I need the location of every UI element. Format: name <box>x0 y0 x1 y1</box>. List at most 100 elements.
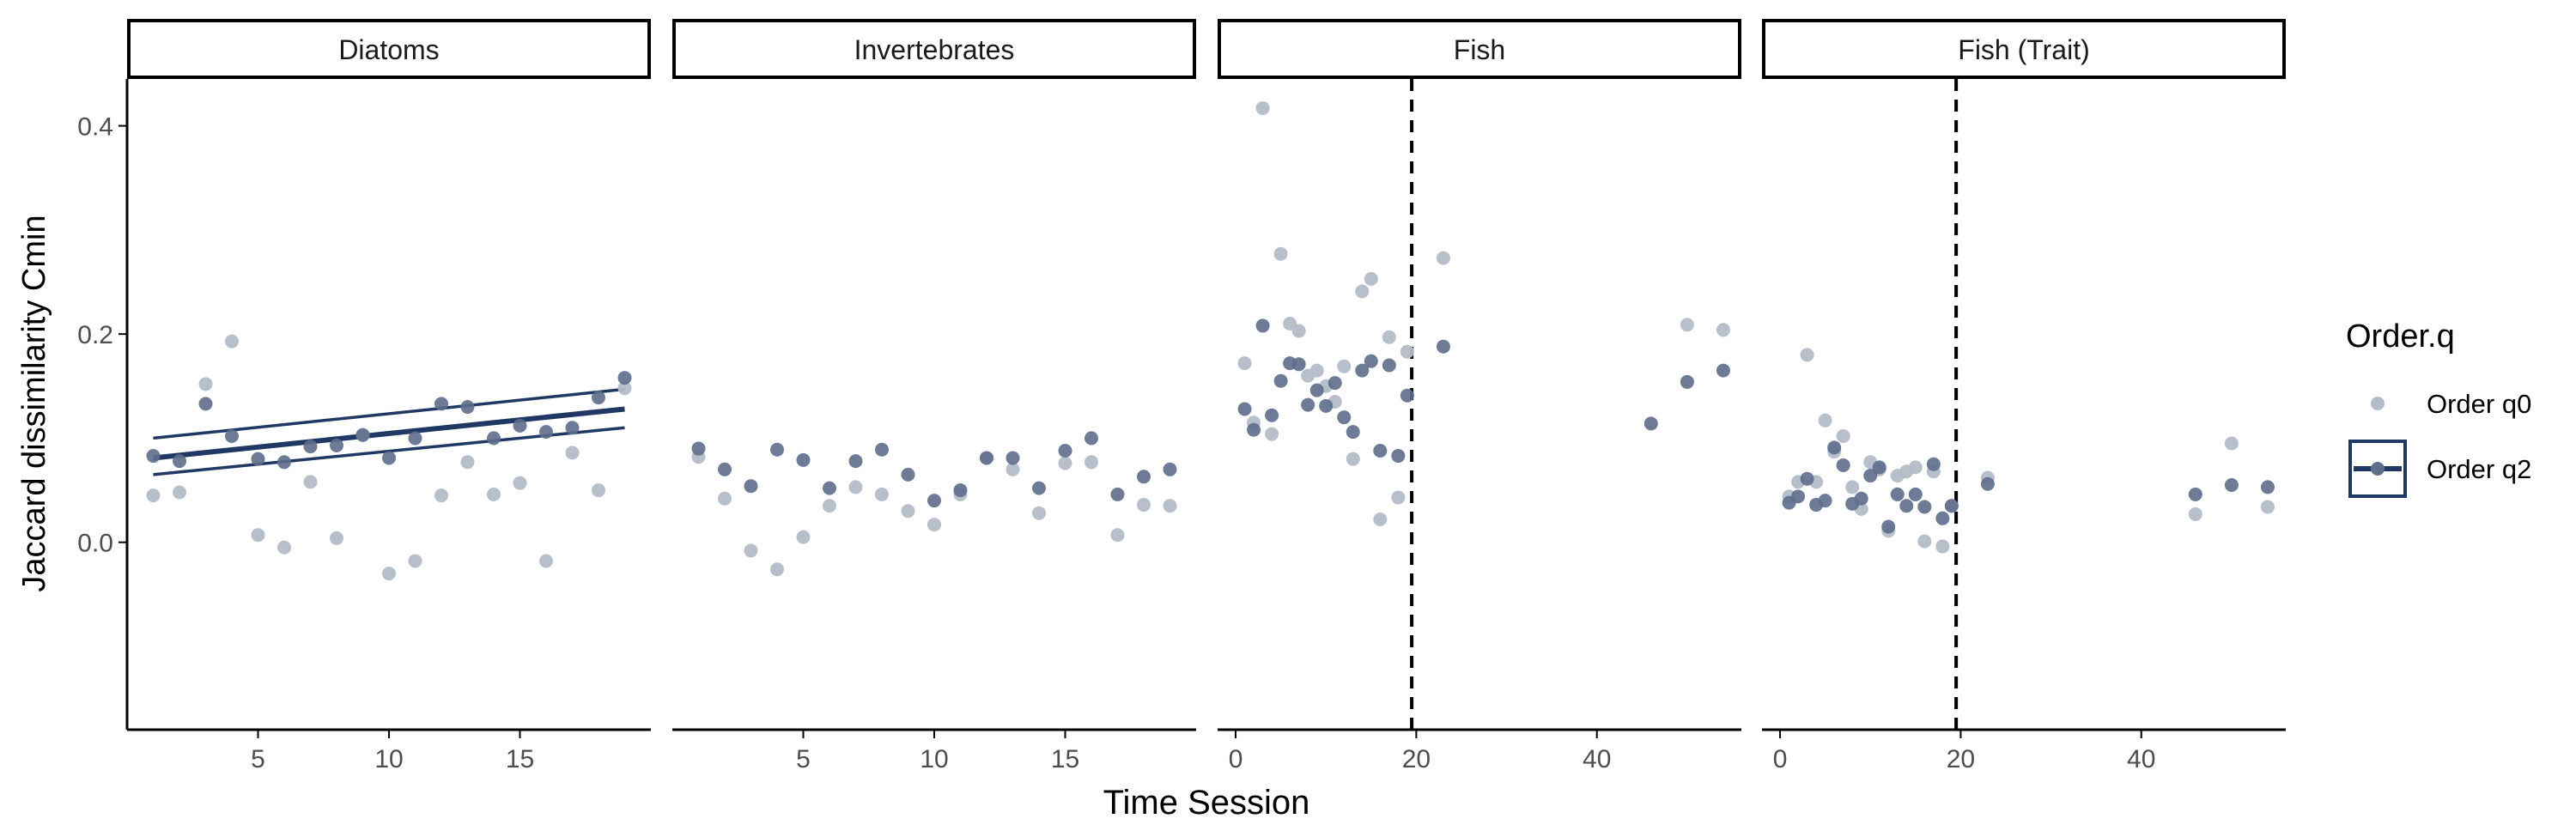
point-q2 <box>1926 457 1941 471</box>
x-tick-label: 5 <box>251 745 265 773</box>
point-q2 <box>487 431 501 446</box>
point-q2 <box>980 451 993 465</box>
legend-items: Order q0 Order q2 <box>2348 389 2531 498</box>
point-q2 <box>1237 402 1252 416</box>
point-q2 <box>1917 500 1932 514</box>
point-q0 <box>1337 359 1352 373</box>
y-tick-label: 0.4 <box>77 113 113 142</box>
point-q2 <box>718 462 732 476</box>
point-q2 <box>848 454 863 469</box>
point-q2 <box>796 452 811 467</box>
point-q0 <box>1400 344 1414 359</box>
point-q2 <box>460 400 475 415</box>
point-q0 <box>173 485 186 500</box>
point-q2 <box>330 438 343 452</box>
point-q0 <box>1836 428 1850 443</box>
point-q2 <box>1327 376 1342 391</box>
point-q2 <box>592 391 605 405</box>
point-q2 <box>1382 358 1396 373</box>
point-q2 <box>1980 476 1995 491</box>
facet-strip-label: Fish (Trait) <box>1958 34 2089 65</box>
point-q2 <box>1247 422 1261 437</box>
legend-title: Order.q <box>2346 318 2455 355</box>
point-q0 <box>1716 323 1730 337</box>
x-tick-label: 15 <box>1051 745 1079 773</box>
facet-panel: Fish 0 20 40 <box>1218 19 1741 773</box>
point-q0 <box>848 480 863 494</box>
point-q2 <box>1863 469 1878 483</box>
point-q0 <box>408 554 422 568</box>
point-q2 <box>2260 480 2275 494</box>
point-q0 <box>1255 100 1270 115</box>
point-q2 <box>1255 318 1270 333</box>
point-q2 <box>1058 443 1072 458</box>
point-q0 <box>460 455 475 470</box>
legend-label: Order q2 <box>2427 454 2531 484</box>
point-q0 <box>146 488 161 503</box>
point-q2 <box>1301 397 1315 412</box>
point-q2 <box>1800 471 1814 486</box>
point-q2 <box>513 418 527 433</box>
point-q2 <box>1643 416 1658 431</box>
point-q0 <box>1110 528 1125 543</box>
point-q2 <box>1291 357 1306 372</box>
point-q2 <box>1818 494 1832 508</box>
point-q2 <box>1346 425 1360 440</box>
point-q0 <box>2260 500 2275 514</box>
point-q0 <box>901 504 915 519</box>
point-q2 <box>1436 339 1450 354</box>
point-q0 <box>1084 455 1098 470</box>
point-q0 <box>927 518 941 532</box>
point-q2 <box>1935 511 1950 525</box>
facet-strip-label: Fish <box>1454 34 1505 65</box>
point-q2 <box>1309 383 1324 397</box>
point-q0 <box>1273 246 1288 261</box>
facet-panel: Invertebrates 5 10 15 <box>672 19 1196 773</box>
point-q0 <box>1935 539 1950 554</box>
point-q0 <box>1680 318 1694 332</box>
x-tick-label: 40 <box>2127 745 2155 773</box>
point-q0 <box>539 554 553 568</box>
trend-upper-bound <box>153 387 625 440</box>
point-q2 <box>434 397 448 411</box>
point-q2 <box>1084 431 1098 446</box>
x-tick-label: 0 <box>1229 745 1243 773</box>
point-q0 <box>1346 452 1360 466</box>
point-q0 <box>1137 498 1151 513</box>
point-q2 <box>198 397 213 411</box>
point-q2 <box>146 449 161 464</box>
point-q0 <box>277 540 291 555</box>
point-q0 <box>1058 456 1072 470</box>
point-q2 <box>2188 487 2202 501</box>
y-axis-title: Jaccard dissimilarity Cmin <box>16 215 52 591</box>
point-q0 <box>1917 534 1932 549</box>
point-q2 <box>1391 449 1406 464</box>
legend-key-point <box>2371 397 2385 410</box>
point-q2 <box>1032 481 1046 495</box>
point-q0 <box>565 446 580 460</box>
point-q0 <box>382 567 396 581</box>
point-q0 <box>1291 324 1306 338</box>
x-tick-label: 5 <box>796 745 811 773</box>
point-q2 <box>1364 354 1378 368</box>
point-q2 <box>1881 519 1896 534</box>
point-q2 <box>770 442 784 457</box>
facet-panel: Diatoms 0.0 0.2 0.4 5 10 15 <box>77 19 651 773</box>
point-q2 <box>225 428 239 443</box>
point-q2 <box>744 479 758 494</box>
facet-strip <box>127 19 651 79</box>
point-q0 <box>1373 513 1388 527</box>
point-q0 <box>875 487 889 501</box>
point-q0 <box>1237 356 1252 371</box>
point-q2 <box>1872 460 1886 475</box>
point-q2 <box>1137 470 1151 484</box>
point-q2 <box>1273 373 1288 388</box>
point-q2 <box>355 428 370 442</box>
point-q2 <box>617 371 632 385</box>
facet-strip-label: Invertebrates <box>854 34 1015 65</box>
x-tick-label: 0 <box>1773 745 1788 773</box>
facet-strip <box>672 19 1196 79</box>
point-q2 <box>1827 440 1842 455</box>
point-q2 <box>565 421 580 435</box>
point-q0 <box>823 499 836 513</box>
